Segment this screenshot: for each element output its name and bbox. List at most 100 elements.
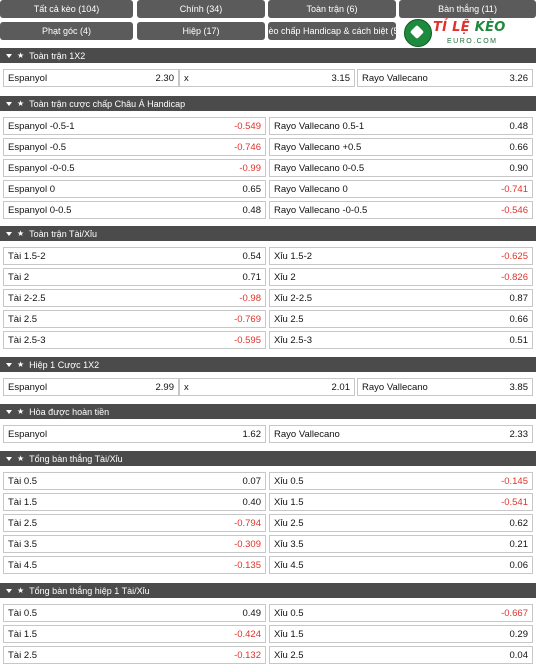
- odds-cell[interactable]: Tài 3.5 -0.309: [3, 535, 266, 553]
- odds-selection-label: Xỉu 3.5: [274, 538, 304, 550]
- odds-selection-label: Xỉu 4.5: [274, 559, 304, 571]
- odds-value: -0.135: [234, 559, 261, 571]
- odds-cell[interactable]: Tài 1.5 0.40: [3, 493, 266, 511]
- odds-cell[interactable]: Tài 0.5 0.07: [3, 472, 266, 490]
- tab-half[interactable]: Hiệp (17): [137, 22, 265, 40]
- odds-cell[interactable]: Tài 1.5 -0.424: [3, 625, 266, 643]
- odds-selection-label: Xỉu 2.5: [274, 517, 304, 529]
- section-header-toan-tran-tai-xiu[interactable]: ★ Toàn trận Tài/Xỉu: [0, 226, 536, 241]
- odds-cell[interactable]: Tài 2.5 -0.794: [3, 514, 266, 532]
- soccer-ball-icon: [404, 19, 432, 47]
- odds-cell[interactable]: Xỉu 2.5 0.04: [269, 646, 533, 664]
- odds-cell[interactable]: Espanyol -0.5 -0.746: [3, 138, 266, 156]
- odds-cell[interactable]: Xỉu 2.5-3 0.51: [269, 331, 533, 349]
- star-icon[interactable]: ★: [17, 454, 25, 463]
- logo-subtitle: EURO.COM: [447, 38, 498, 45]
- odds-cell[interactable]: Xỉu 2.5 0.66: [269, 310, 533, 328]
- odds-value: -0.769: [234, 313, 261, 325]
- odds-cell[interactable]: Tài 2-2.5 -0.98: [3, 289, 266, 307]
- odds-cell[interactable]: Xỉu 3.5 0.21: [269, 535, 533, 553]
- section-header-tong-ban-thang-tai-xiu[interactable]: ★ Tổng bàn thắng Tài/Xỉu: [0, 451, 536, 466]
- star-icon[interactable]: ★: [17, 99, 25, 108]
- odds-cell[interactable]: Rayo Vallecano 0.5-1 0.48: [269, 117, 533, 135]
- odds-cell[interactable]: Tài 4.5 -0.135: [3, 556, 266, 574]
- odds-cell[interactable]: Rayo Vallecano 0-0.5 0.90: [269, 159, 533, 177]
- odds-cell[interactable]: Tài 2.5 -0.769: [3, 310, 266, 328]
- odds-cell[interactable]: x 3.15: [179, 69, 355, 87]
- odds-selection-label: Espanyol -0-0.5: [8, 162, 75, 174]
- odds-cell[interactable]: Espanyol 2.30: [3, 69, 179, 87]
- odds-selection-label: Espanyol -0.5: [8, 141, 67, 153]
- section-header-hoa-duoc-hoan-tien[interactable]: ★ Hòa được hoàn tiền: [0, 404, 536, 419]
- odds-selection-label: Espanyol 0-0.5: [8, 204, 72, 216]
- section-header-toan-tran-cuoc-chap-chau-a-handicap[interactable]: ★ Toàn trận cược chấp Châu Á Handicap: [0, 96, 536, 111]
- odds-selection-label: Rayo Vallecano 0: [274, 183, 348, 195]
- odds-selection-label: Tài 2.5-3: [8, 334, 46, 346]
- odds-cell[interactable]: Espanyol 0-0.5 0.48: [3, 201, 266, 219]
- odds-cell[interactable]: Rayo Vallecano 3.85: [357, 378, 533, 396]
- odds-cell[interactable]: Espanyol -0-0.5 -0.99: [3, 159, 266, 177]
- odds-cell[interactable]: Rayo Vallecano 2.33: [269, 425, 533, 443]
- logo-text-red: TỈ LỆ: [433, 20, 475, 35]
- odds-value: -0.625: [501, 250, 528, 262]
- odds-cell[interactable]: Xỉu 1.5 0.29: [269, 625, 533, 643]
- collapse-arrow-icon: [6, 409, 12, 414]
- odds-cell[interactable]: Rayo Vallecano 0 -0.741: [269, 180, 533, 198]
- odds-cell[interactable]: x 2.01: [179, 378, 355, 396]
- odds-cell[interactable]: Tài 1.5-2 0.54: [3, 247, 266, 265]
- odds-selection-label: Rayo Vallecano 0-0.5: [274, 162, 365, 174]
- section-title: Toàn trận 1X2: [29, 50, 86, 61]
- star-icon[interactable]: ★: [17, 407, 25, 416]
- odds-value: -0.549: [234, 120, 261, 132]
- odds-cell[interactable]: Rayo Vallecano 3.26: [357, 69, 533, 87]
- odds-cell[interactable]: Tài 2 0.71: [3, 268, 266, 286]
- tab-main[interactable]: Chính (34): [137, 0, 265, 18]
- star-icon[interactable]: ★: [17, 51, 25, 60]
- odds-selection-label: Xỉu 2.5-3: [274, 334, 313, 346]
- odds-selection-label: Tài 1.5-2: [8, 250, 46, 262]
- odds-cell[interactable]: Xỉu 2.5 0.62: [269, 514, 533, 532]
- star-icon[interactable]: ★: [17, 229, 25, 238]
- odds-cell[interactable]: Rayo Vallecano -0-0.5 -0.546: [269, 201, 533, 219]
- odds-cell[interactable]: Rayo Vallecano +0.5 0.66: [269, 138, 533, 156]
- odds-cell[interactable]: Xỉu 1.5-2 -0.625: [269, 247, 533, 265]
- odds-selection-label: Tài 0.5: [8, 607, 38, 619]
- odds-value: -0.794: [234, 517, 261, 529]
- odds-value: -0.132: [234, 649, 261, 661]
- odds-selection-label: Tài 1.5: [8, 628, 38, 640]
- odds-cell[interactable]: Xỉu 2 -0.826: [269, 268, 533, 286]
- odds-cell[interactable]: Xỉu 1.5 -0.541: [269, 493, 533, 511]
- odds-cell[interactable]: Xỉu 2-2.5 0.87: [269, 289, 533, 307]
- section-title: Toàn trận cược chấp Châu Á Handicap: [29, 98, 186, 109]
- section-title: Tổng bàn thắng hiệp 1 Tài/Xỉu: [29, 585, 150, 596]
- odds-value: 2.30: [155, 72, 175, 84]
- tab-all-markets[interactable]: Tất cả kèo (104): [0, 0, 133, 18]
- odds-selection-label: Tài 2: [8, 271, 30, 283]
- odds-selection-label: Tài 2.5: [8, 517, 38, 529]
- odds-cell[interactable]: Xỉu 4.5 0.06: [269, 556, 533, 574]
- collapse-arrow-icon: [6, 362, 12, 367]
- section-header-hiep-1-cuoc-1x2[interactable]: ★ Hiệp 1 Cược 1X2: [0, 357, 536, 372]
- star-icon[interactable]: ★: [17, 360, 25, 369]
- odds-cell[interactable]: Tài 2.5 -0.132: [3, 646, 266, 664]
- tab-corners[interactable]: Phạt góc (4): [0, 22, 133, 40]
- odds-cell[interactable]: Espanyol 2.99: [3, 378, 179, 396]
- odds-selection-label: Espanyol: [8, 381, 48, 393]
- odds-cell[interactable]: Tài 0.5 0.49: [3, 604, 266, 622]
- odds-cell[interactable]: Espanyol 0 0.65: [3, 180, 266, 198]
- odds-value: 2.01: [331, 381, 351, 393]
- odds-value: 2.99: [155, 381, 175, 393]
- odds-cell[interactable]: Xỉu 0.5 -0.145: [269, 472, 533, 490]
- odds-cell[interactable]: Xỉu 0.5 -0.667: [269, 604, 533, 622]
- tab-goals[interactable]: Bàn thắng (11): [399, 0, 536, 18]
- tab-full-match[interactable]: Toàn trận (6): [268, 0, 396, 18]
- section-header-tong-ban-thang-hiep-1-tai-xiu[interactable]: ★ Tổng bàn thắng hiệp 1 Tài/Xỉu: [0, 583, 536, 598]
- section-header-toan-tran-1x2[interactable]: ★ Toàn trận 1X2: [0, 48, 536, 63]
- tab-handicap-margin[interactable]: Kèo chấp Handicap & cách biệt (5): [268, 22, 396, 40]
- odds-cell[interactable]: Tài 2.5-3 -0.595: [3, 331, 266, 349]
- odds-selection-label: Xỉu 0.5: [274, 475, 304, 487]
- star-icon[interactable]: ★: [17, 586, 25, 595]
- odds-cell[interactable]: Espanyol 1.62: [3, 425, 266, 443]
- odds-selection-label: Xỉu 1.5-2: [274, 250, 313, 262]
- odds-cell[interactable]: Espanyol -0.5-1 -0.549: [3, 117, 266, 135]
